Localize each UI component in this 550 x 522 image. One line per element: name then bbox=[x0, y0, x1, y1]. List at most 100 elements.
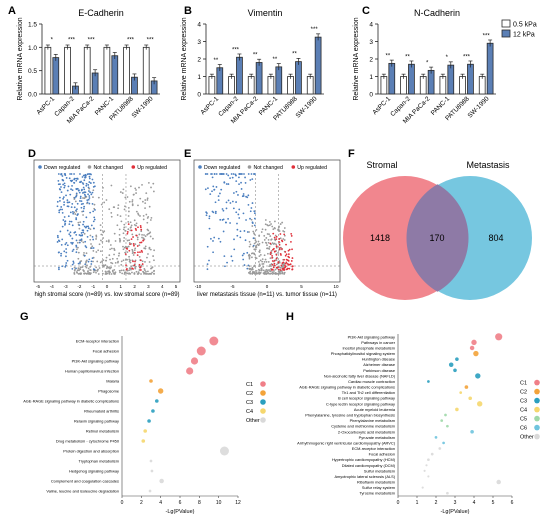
point-not-changed bbox=[122, 228, 125, 231]
point-not-changed bbox=[278, 230, 281, 232]
point-down bbox=[90, 247, 93, 250]
point-not-changed bbox=[85, 266, 88, 269]
point-not-changed bbox=[267, 261, 270, 263]
point-not-changed bbox=[78, 269, 80, 272]
y-tick-label: 2 bbox=[197, 57, 201, 64]
point-not-changed bbox=[132, 251, 135, 254]
point-down bbox=[87, 227, 90, 230]
point-up bbox=[280, 264, 283, 267]
point-down bbox=[58, 209, 61, 212]
y-tick-label: 0 bbox=[369, 92, 373, 99]
pathway-label: AGE-RAGE signaling pathway in diabetic c… bbox=[23, 399, 119, 404]
point-not-changed bbox=[133, 219, 136, 222]
pathway-label: Phenylalanine metabolism bbox=[350, 418, 395, 423]
enrichment-dot bbox=[155, 399, 159, 403]
point-down bbox=[232, 207, 235, 210]
bar-stiff bbox=[275, 66, 283, 95]
point-not-changed bbox=[134, 243, 137, 246]
point-down bbox=[82, 186, 85, 189]
point-down bbox=[247, 264, 250, 267]
legend-label: Not changed bbox=[253, 165, 283, 171]
point-not-changed bbox=[97, 249, 100, 252]
venn-overlap bbox=[406, 184, 469, 292]
point-down bbox=[93, 268, 96, 271]
pathway-label: Riboflavin metabolism bbox=[357, 480, 395, 485]
significance-label: ** bbox=[385, 53, 390, 59]
point-not-changed bbox=[132, 193, 135, 196]
point-not-changed bbox=[263, 239, 266, 241]
significance-label: *** bbox=[463, 54, 471, 60]
point-up bbox=[288, 248, 291, 251]
point-up bbox=[271, 260, 274, 262]
point-not-changed bbox=[134, 187, 137, 190]
point-not-changed bbox=[265, 272, 268, 275]
point-not-changed bbox=[131, 233, 134, 236]
point-not-changed bbox=[262, 263, 265, 265]
point-not-changed bbox=[271, 271, 274, 274]
pathway-label: Hedgehog signaling pathway bbox=[69, 469, 119, 474]
point-not-changed bbox=[138, 186, 140, 189]
point-down bbox=[243, 264, 246, 266]
point-not-changed bbox=[89, 238, 92, 241]
point-not-changed bbox=[131, 199, 134, 201]
point-not-changed bbox=[271, 225, 274, 228]
point-not-changed bbox=[136, 273, 139, 275]
point-not-changed bbox=[99, 261, 102, 264]
point-up bbox=[141, 251, 144, 253]
point-down bbox=[88, 202, 91, 205]
x-tick-label: 0 bbox=[397, 500, 400, 506]
point-up bbox=[137, 226, 139, 229]
point-down bbox=[84, 226, 87, 229]
point-not-changed bbox=[109, 258, 111, 261]
point-not-changed bbox=[110, 184, 113, 187]
point-up bbox=[138, 263, 141, 266]
point-up bbox=[132, 236, 134, 238]
x-tick-label: 4 bbox=[159, 500, 162, 506]
point-not-changed bbox=[81, 266, 84, 269]
point-not-changed bbox=[142, 218, 145, 221]
point-not-changed bbox=[83, 252, 85, 254]
point-down bbox=[74, 231, 77, 233]
point-not-changed bbox=[274, 268, 277, 271]
point-up bbox=[270, 251, 272, 254]
point-down bbox=[213, 236, 216, 239]
bar-stiff bbox=[255, 62, 263, 95]
point-not-changed bbox=[261, 241, 264, 244]
point-not-changed bbox=[92, 196, 94, 198]
legend-label: Down regulated bbox=[44, 165, 80, 171]
bar-stiff bbox=[216, 67, 224, 95]
point-down bbox=[77, 262, 80, 265]
venn-value-left: 1418 bbox=[370, 233, 390, 243]
point-down bbox=[66, 201, 69, 204]
point-not-changed bbox=[87, 267, 90, 270]
y-tick-label: 4 bbox=[197, 22, 201, 29]
point-up bbox=[279, 252, 282, 255]
point-not-changed bbox=[251, 256, 253, 259]
point-not-changed bbox=[144, 247, 147, 250]
point-down bbox=[90, 224, 93, 227]
point-not-changed bbox=[272, 228, 275, 231]
point-up bbox=[275, 238, 278, 241]
point-down bbox=[206, 263, 209, 266]
point-not-changed bbox=[146, 199, 149, 201]
point-not-changed bbox=[87, 273, 90, 275]
point-up bbox=[287, 260, 290, 262]
x-axis-label: high stromal score (n=89) vs. low stroma… bbox=[34, 292, 179, 298]
point-down bbox=[86, 201, 89, 204]
point-not-changed bbox=[89, 269, 91, 271]
point-up bbox=[271, 263, 274, 266]
point-not-changed bbox=[104, 264, 107, 266]
point-up bbox=[289, 263, 292, 266]
point-down bbox=[233, 238, 235, 241]
point-not-changed bbox=[109, 248, 112, 251]
point-not-changed bbox=[116, 257, 119, 260]
point-down bbox=[56, 200, 59, 203]
point-down bbox=[61, 225, 64, 228]
point-up bbox=[291, 268, 294, 271]
x-tick-label: 5 bbox=[300, 284, 303, 289]
point-up bbox=[281, 248, 283, 250]
point-up bbox=[291, 248, 293, 251]
point-down bbox=[58, 266, 60, 269]
point-not-changed bbox=[277, 228, 280, 231]
point-down bbox=[86, 229, 89, 232]
